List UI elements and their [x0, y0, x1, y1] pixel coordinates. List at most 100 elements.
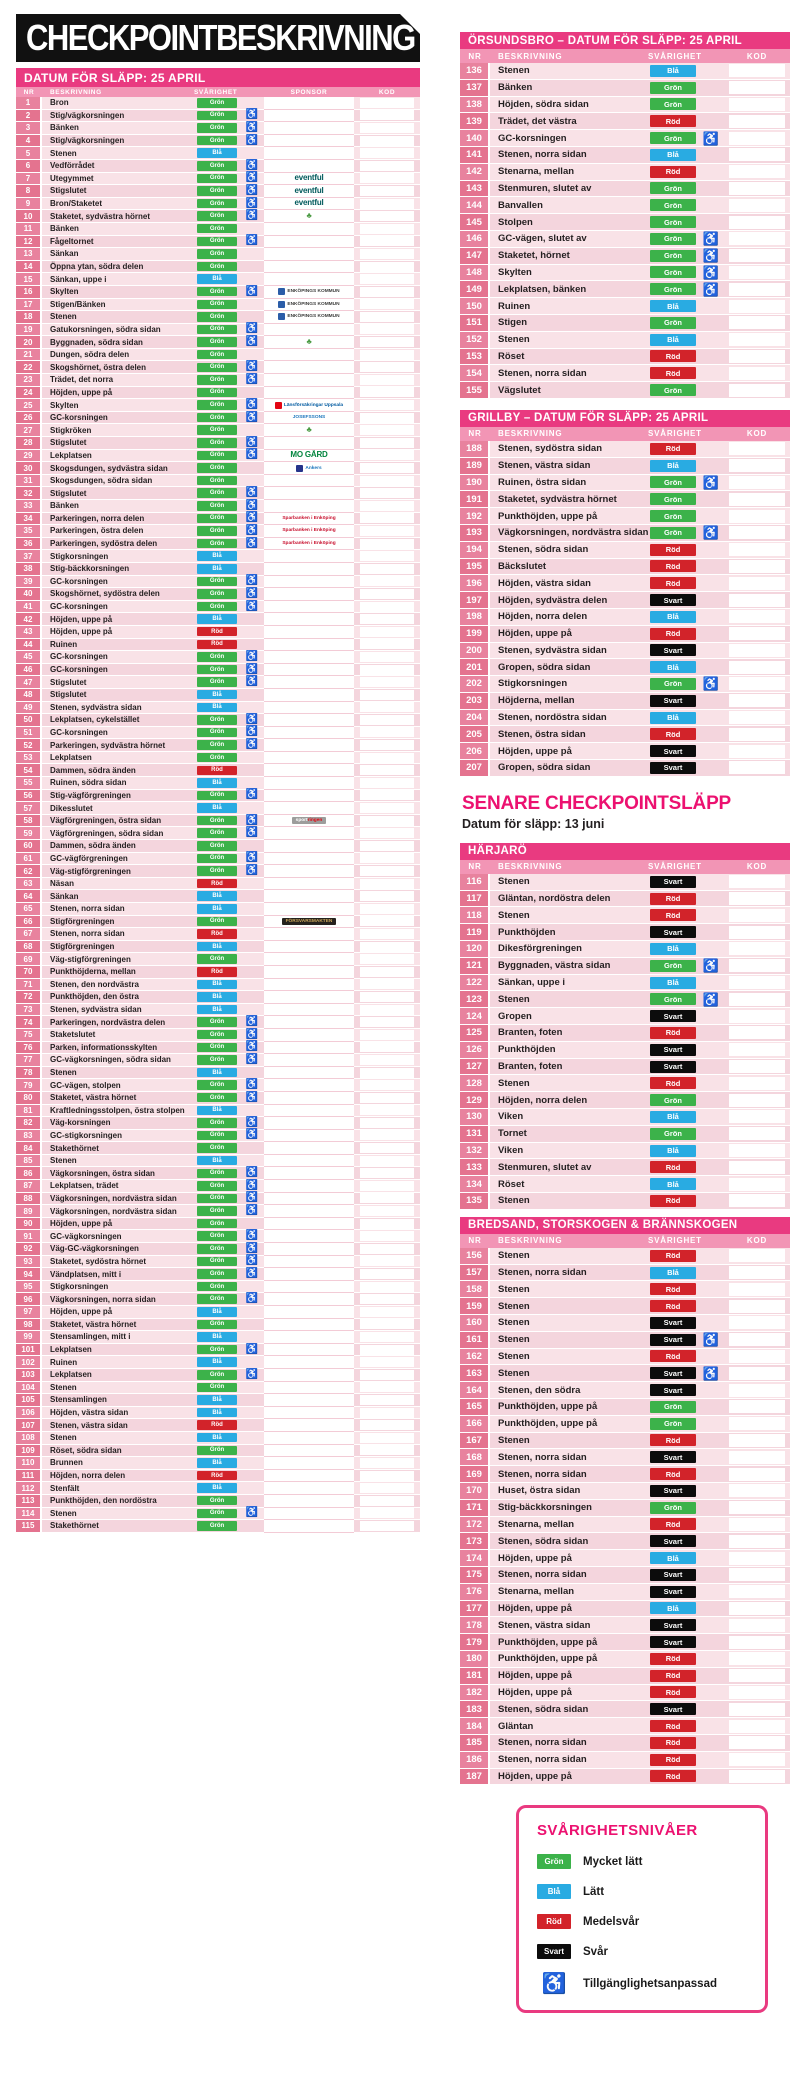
checkpoint-table-grillby: 188 Stenen, sydöstra sidan Röd 189 Stenen, v…: [460, 440, 790, 777]
checkpoint-number: 32: [16, 487, 42, 500]
kod-cell: [354, 122, 420, 135]
wheelchair-icon: ♿: [702, 130, 720, 146]
kod-cell: [724, 1348, 790, 1366]
accessibility-cell: ♿: [698, 524, 724, 542]
difficulty-badge: Grön: [650, 98, 696, 111]
kod-cell: [724, 524, 790, 542]
sponsor-cell: [264, 1117, 354, 1130]
checkpoint-description: Fågeltornet: [42, 235, 194, 249]
table-row: 130 Viken Blå: [460, 1109, 790, 1126]
accessibility-cell: ♿: [240, 789, 264, 803]
difficulty-cell: Grön: [648, 991, 698, 1009]
sponsor-cell: [264, 663, 354, 677]
sponsor-cell: [264, 487, 354, 500]
checkpoint-description: Huset, östra sidan: [490, 1482, 648, 1500]
checkpoint-number: 202: [460, 676, 490, 693]
checkpoint-description: Stig-vägförgreningen: [42, 789, 194, 803]
checkpoint-number: 24: [16, 386, 42, 400]
checkpoint-number: 150: [460, 298, 490, 315]
checkpoint-number: 205: [460, 726, 490, 744]
kod-box: [729, 333, 785, 347]
kod-box: [729, 643, 785, 657]
table-row: 192 Punkthöjden, uppe på Grön: [460, 508, 790, 525]
difficulty-badge: Röd: [650, 560, 696, 573]
difficulty-badge: Grön: [197, 576, 237, 587]
accessibility-cell: [240, 953, 264, 966]
sponsor-logo-mark: [296, 464, 304, 472]
sponsor-logo: ENKÖPINGS KOMMUN: [278, 313, 340, 321]
difficulty-cell: Grön: [194, 361, 240, 375]
kod-box: [729, 1450, 785, 1464]
difficulty-cell: Blå: [194, 1457, 240, 1470]
table-row: 123 Stenen Grön ♿: [460, 991, 790, 1009]
kod-cell: [354, 1167, 420, 1181]
kod-cell: [724, 991, 790, 1009]
kod-box: [360, 588, 414, 599]
difficulty-cell: Grön: [648, 264, 698, 282]
kod-box: [360, 551, 414, 562]
checkpoint-table-harjaro: 116 Stenen Svart 117 Gläntan, nordöstra dele…: [460, 873, 790, 1210]
kod-box: [729, 1009, 785, 1023]
table-row: 49 Stenen, sydvästra sidan Blå: [16, 701, 420, 715]
sponsor-cell: [264, 625, 354, 639]
accessibility-cell: [240, 638, 264, 652]
sponsor-cell: [264, 248, 354, 261]
difficulty-badge: Grön: [650, 526, 696, 539]
checkpoint-number: 38: [16, 562, 42, 576]
difficulty-cell: Svart: [648, 1058, 698, 1076]
accessibility-cell: ♿: [240, 159, 264, 173]
checkpoint-number: 192: [460, 508, 490, 525]
difficulty-cell: Blå: [648, 659, 698, 677]
kod-cell: [724, 1075, 790, 1093]
checkpoint-number: 83: [16, 1129, 42, 1143]
checkpoint-description: Stensamlingen: [42, 1394, 194, 1407]
checkpoint-description: Banvallen: [490, 197, 648, 215]
right-column: ÖRSUNDSBRO – DATUM FÖR SLÄPP: 25 APRIL N…: [460, 32, 790, 2076]
wheelchair-icon: ♿: [245, 1167, 259, 1179]
difficulty-cell: Grön: [194, 185, 240, 198]
checkpoint-description: GC-korsningen: [42, 411, 194, 425]
difficulty-cell: Grön: [194, 1142, 240, 1155]
checkpoint-number: 141: [460, 146, 490, 164]
difficulty-cell: Grön: [194, 1091, 240, 1105]
checkpoint-number: 77: [16, 1054, 42, 1067]
checkpoint-description: Dikesförgreningen: [490, 941, 648, 958]
difficulty-badge: Blå: [650, 1110, 696, 1123]
accessibility-cell: [698, 1247, 724, 1265]
difficulty-cell: Röd: [648, 1650, 698, 1668]
difficulty-badge: Grön: [197, 954, 237, 964]
checkpoint-number: 119: [460, 924, 490, 942]
table-row: 71 Stenen, den nordvästra Blå: [16, 978, 420, 992]
table-row: 106 Höjden, västra sidan Blå: [16, 1406, 420, 1420]
checkpoint-number: 59: [16, 827, 42, 841]
table-row: 79 GC-vägen, stolpen Grön ♿: [16, 1079, 420, 1092]
checkpoint-number: 73: [16, 1003, 42, 1017]
kod-cell: [354, 978, 420, 992]
difficulty-cell: Blå: [648, 608, 698, 626]
section-grillby: GRILLBY – DATUM FÖR SLÄPP: 25 APRIL NR B…: [460, 409, 790, 777]
kod-box: [729, 526, 785, 540]
accessibility-cell: [698, 508, 724, 525]
checkpoint-number: 191: [460, 491, 490, 509]
difficulty-cell: Grön: [194, 474, 240, 488]
kod-cell: [354, 235, 420, 249]
difficulty-badge: Grön: [197, 1382, 237, 1393]
kod-cell: [354, 222, 420, 236]
kod-cell: [724, 1247, 790, 1265]
kod-cell: [354, 1431, 420, 1445]
checkpoint-description: Parkeringen, norra delen: [42, 512, 194, 526]
checkpoint-description: GC-vägkorsningen, södra sidan: [42, 1054, 194, 1067]
table-row: 92 Väg-GC-vägkorsningen Grön ♿: [16, 1243, 420, 1256]
checkpoint-description: Stenen, sydöstra sidan: [490, 440, 648, 458]
difficulty-cell: Blå: [648, 709, 698, 727]
accessibility-cell: [698, 974, 724, 992]
table-row: 190 Ruinen, östra sidan Grön ♿: [460, 474, 790, 492]
table-row: 198 Höjden, norra delen Blå: [460, 608, 790, 626]
accessibility-cell: [698, 214, 724, 231]
difficulty-cell: Grön: [194, 159, 240, 173]
checkpoint-number: 189: [460, 457, 490, 475]
checkpoint-description: Trädet, det norra: [42, 374, 194, 387]
kod-box: [360, 853, 414, 864]
wheelchair-icon: ♿: [245, 411, 259, 423]
table-row: 24 Höjden, uppe på Grön: [16, 386, 420, 400]
